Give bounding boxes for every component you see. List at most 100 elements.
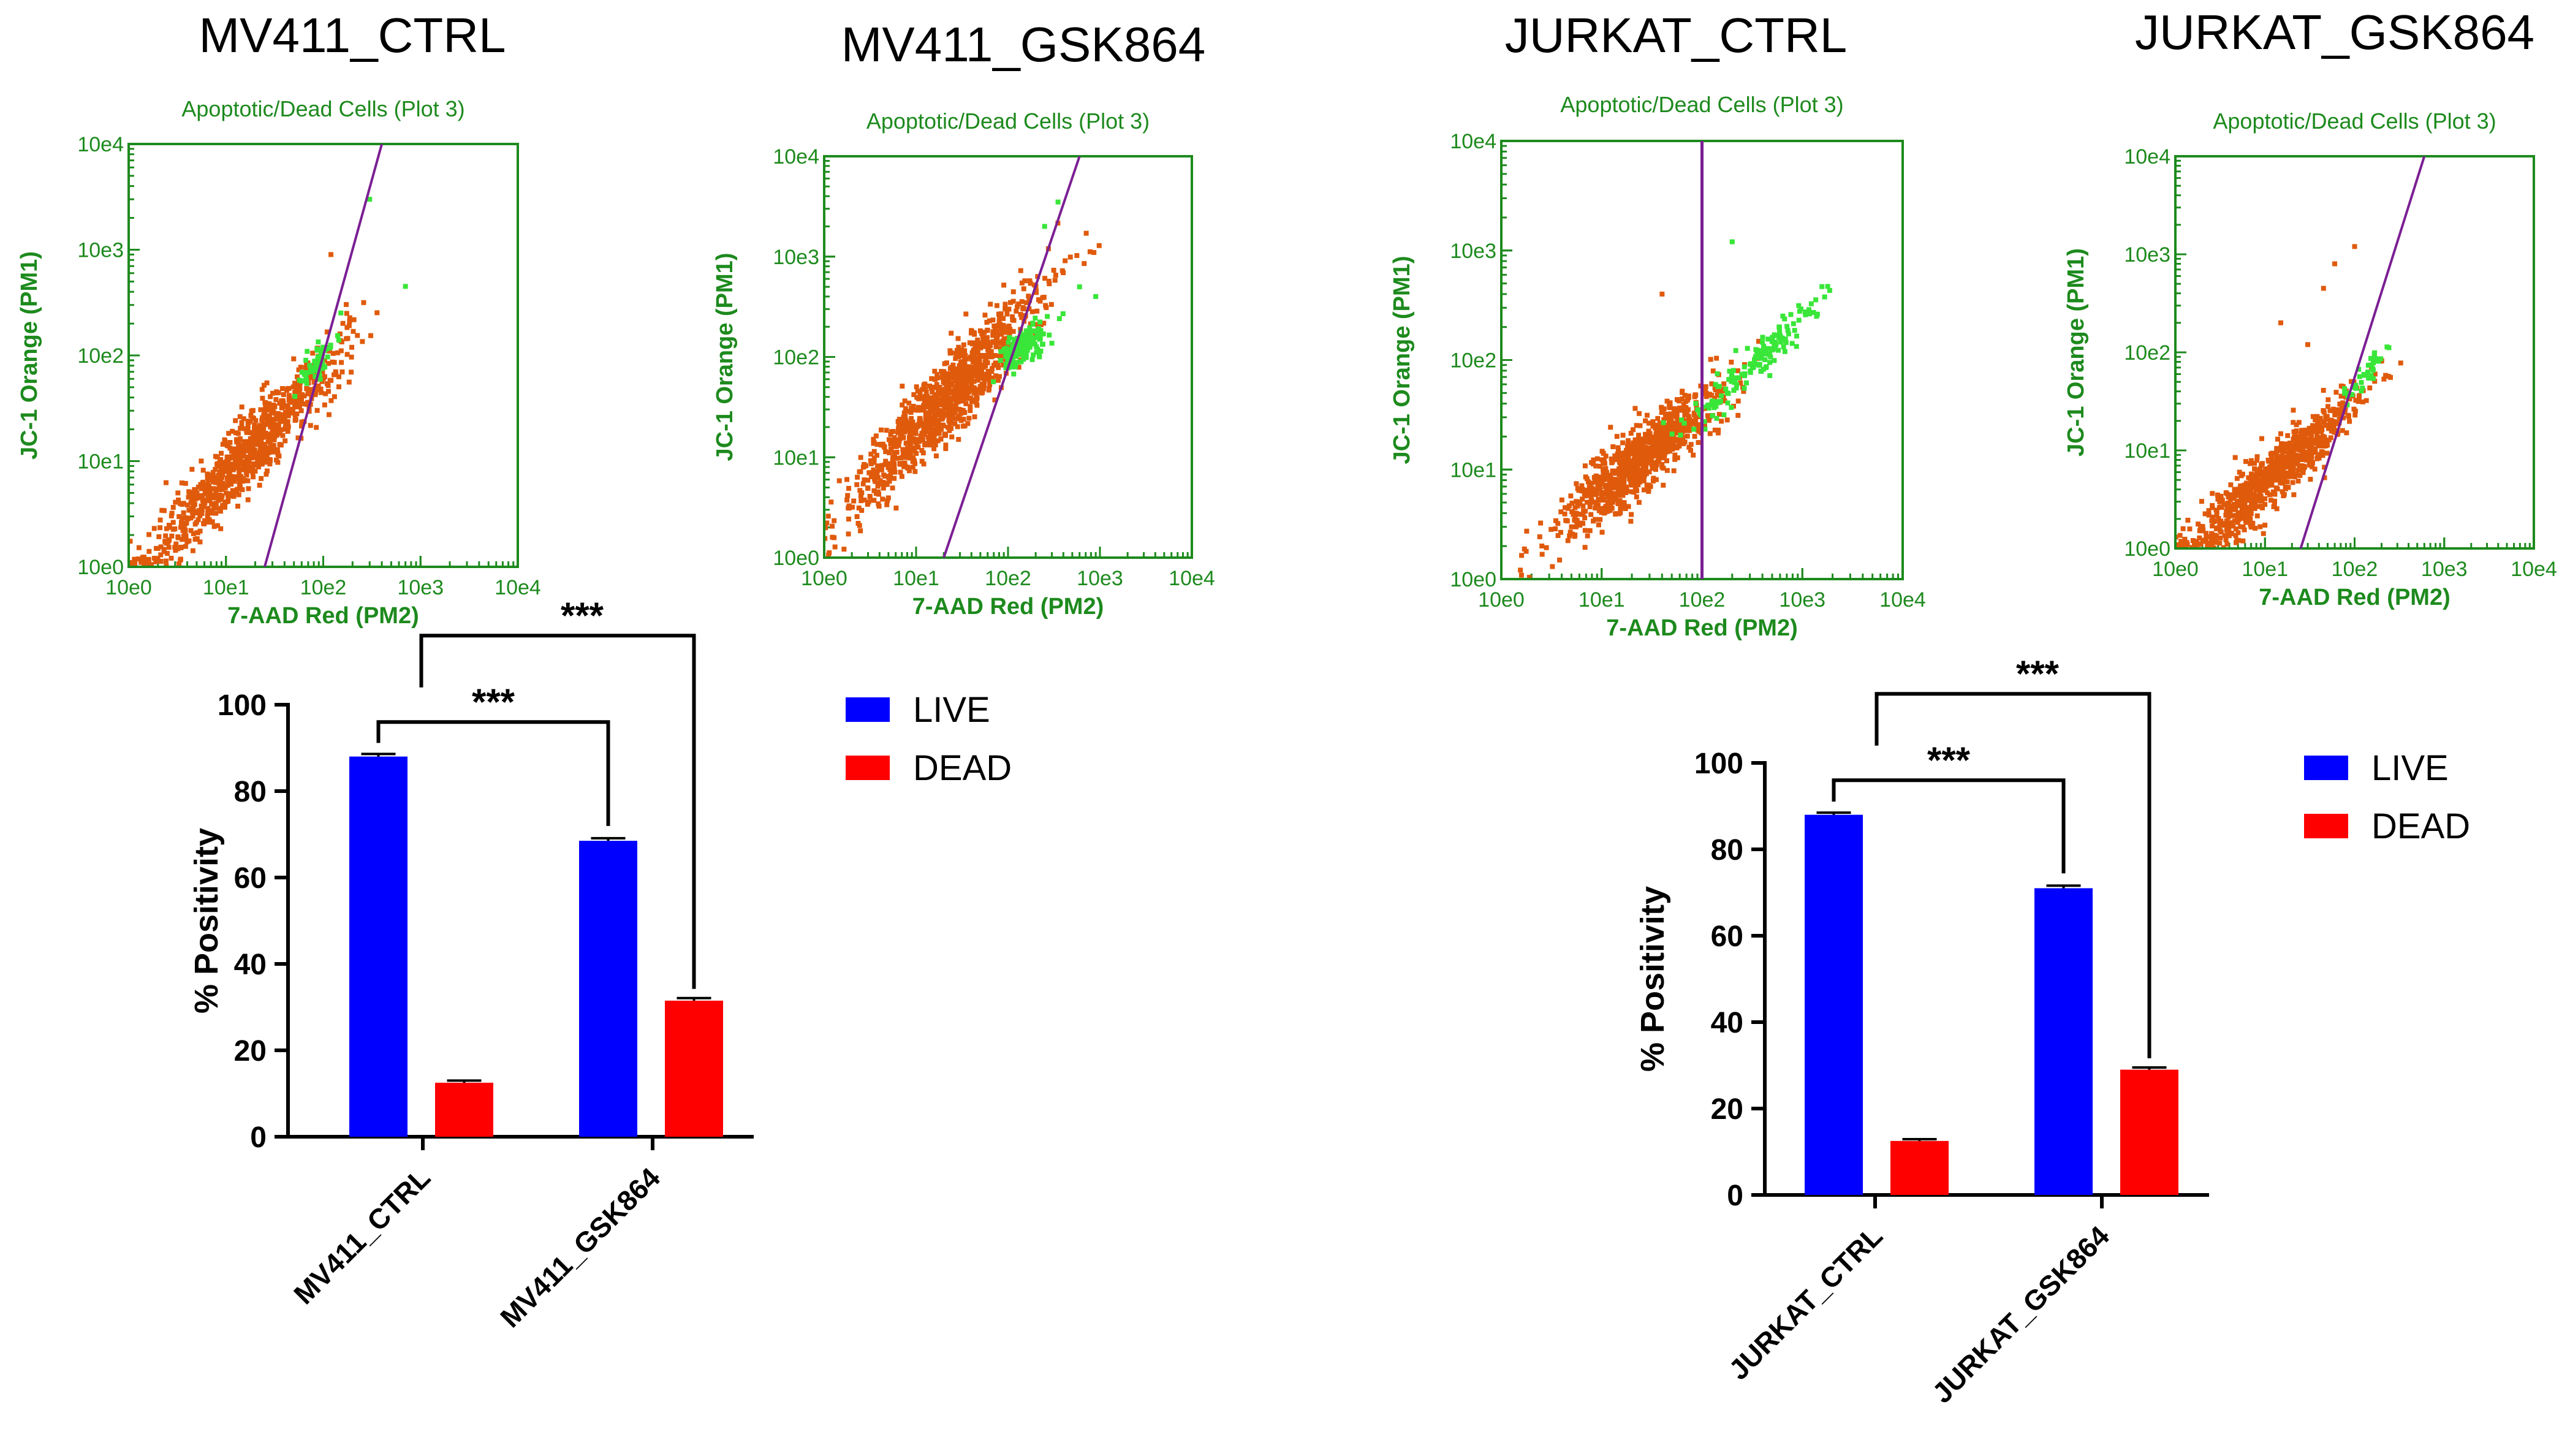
data-point-orange — [965, 368, 971, 374]
data-point-green — [1729, 404, 1734, 410]
data-point-orange — [1572, 517, 1577, 523]
data-point-green — [1796, 303, 1802, 308]
data-point-orange — [2215, 496, 2221, 502]
data-point-orange — [1555, 521, 1561, 526]
data-point-orange — [862, 497, 867, 502]
bar-dead — [2120, 1069, 2178, 1195]
data-point-green — [998, 358, 1003, 363]
data-point-orange — [900, 384, 905, 389]
data-point-orange — [2250, 520, 2256, 526]
data-point-orange — [1683, 398, 1689, 404]
data-point-orange — [2292, 438, 2297, 443]
data-point-orange — [263, 433, 268, 438]
data-point-orange — [164, 551, 170, 556]
data-point-orange — [1051, 267, 1056, 273]
data-point-orange — [1647, 469, 1652, 475]
data-point-orange — [919, 447, 925, 453]
data-point-orange — [314, 408, 320, 413]
data-point-orange — [163, 480, 169, 485]
data-point-orange — [2316, 438, 2322, 444]
data-point-green — [1030, 320, 1036, 326]
data-point-orange — [1624, 458, 1629, 463]
data-point-orange — [2209, 534, 2215, 540]
data-point-orange — [832, 518, 837, 523]
data-point-orange — [920, 450, 926, 456]
data-point-orange — [231, 462, 237, 468]
data-point-orange — [277, 412, 282, 417]
data-point-orange — [339, 369, 345, 374]
data-point-orange — [892, 476, 897, 481]
data-point-orange — [132, 561, 138, 566]
data-point-green — [1731, 388, 1737, 393]
data-point-orange — [937, 397, 942, 403]
data-point-green — [1814, 314, 1819, 319]
data-point-orange — [2313, 428, 2318, 434]
data-point-orange — [1047, 281, 1052, 287]
data-point-orange — [1642, 472, 1647, 478]
data-point-orange — [2249, 501, 2254, 506]
data-point-green — [336, 337, 341, 343]
data-point-green — [1733, 375, 1738, 381]
data-point-orange — [2293, 433, 2299, 438]
data-point-orange — [324, 329, 330, 335]
data-point-orange — [960, 374, 966, 380]
legend-swatch-live — [2304, 756, 2348, 780]
data-point-orange — [871, 455, 877, 461]
data-point-orange — [2313, 449, 2318, 455]
data-point-orange — [224, 476, 230, 481]
data-point-orange — [965, 377, 970, 383]
data-point-green — [1004, 351, 1009, 356]
data-point-orange — [1664, 458, 1670, 463]
data-point-orange — [1019, 315, 1025, 320]
data-point-orange — [2290, 480, 2295, 485]
data-point-orange — [2233, 487, 2238, 492]
data-point-orange — [260, 434, 265, 440]
data-point-orange — [1651, 450, 1657, 456]
data-point-orange — [1609, 479, 1614, 485]
data-point-orange — [316, 383, 321, 389]
data-point-green — [1759, 348, 1764, 354]
data-point-orange — [2282, 474, 2288, 479]
data-point-orange — [217, 469, 222, 475]
data-point-orange — [1052, 278, 1058, 283]
data-point-orange — [223, 490, 229, 496]
data-point-green — [1742, 385, 1747, 391]
data-point-orange — [1016, 365, 1022, 370]
data-point-orange — [2314, 414, 2320, 419]
data-point-orange — [1601, 458, 1607, 463]
data-point-orange — [173, 548, 178, 553]
data-point-orange — [1668, 411, 1674, 417]
data-point-orange — [1574, 481, 1579, 487]
data-point-orange — [1672, 411, 1677, 416]
data-point-orange — [277, 431, 282, 436]
data-point-orange — [981, 354, 987, 359]
data-point-orange — [932, 368, 938, 374]
data-point-orange — [868, 452, 874, 457]
data-point-orange — [178, 525, 183, 530]
data-point-orange — [237, 450, 242, 456]
data-point-orange — [1617, 487, 1623, 492]
data-point-orange — [2223, 537, 2229, 542]
data-point-orange — [215, 523, 221, 528]
data-point-orange — [2383, 373, 2389, 378]
data-point-green — [317, 373, 322, 378]
data-point-orange — [1653, 422, 1658, 428]
data-point-orange — [1582, 515, 1588, 521]
data-point-orange — [2250, 482, 2255, 488]
data-point-orange — [1667, 401, 1672, 406]
data-point-orange — [1660, 444, 1666, 450]
data-point-orange — [211, 524, 217, 529]
data-point-orange — [2257, 491, 2263, 496]
data-point-orange — [2314, 433, 2320, 439]
data-point-orange — [2324, 450, 2330, 456]
data-point-orange — [1756, 338, 1762, 344]
data-point-orange — [1604, 491, 1610, 496]
data-point-orange — [915, 389, 920, 394]
data-point-orange — [299, 419, 305, 425]
data-point-orange — [865, 485, 871, 491]
data-point-orange — [242, 466, 248, 472]
data-point-orange — [1714, 355, 1719, 361]
data-point-green — [1760, 339, 1765, 345]
data-point-orange — [2299, 452, 2305, 457]
data-point-orange — [905, 425, 911, 430]
